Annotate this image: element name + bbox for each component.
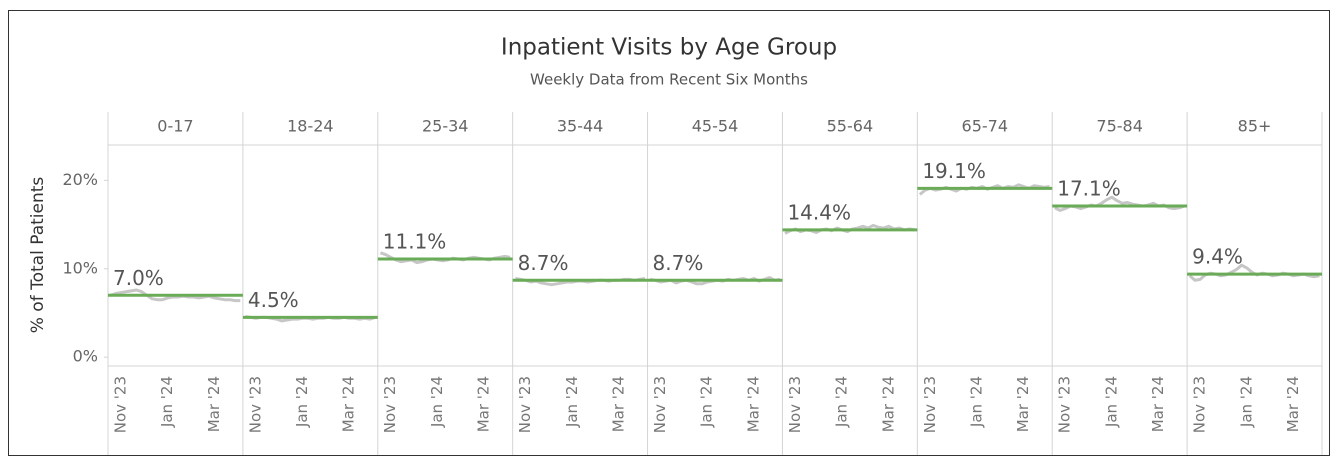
panel-header: 75-84 <box>1096 117 1143 136</box>
panel-header: 45-54 <box>692 117 739 136</box>
x-tick-label: Jan '24 <box>833 376 851 428</box>
x-tick-label: Mar '24 <box>475 376 493 432</box>
weekly-line <box>110 288 241 303</box>
panel-header: 18-24 <box>287 117 334 136</box>
panel-header: 25-34 <box>422 117 469 136</box>
x-tick-label: Mar '24 <box>610 376 628 432</box>
x-tick-label: Mar '24 <box>744 376 762 432</box>
y-tick-label: 10% <box>62 258 98 277</box>
x-tick-label: Jan '24 <box>698 376 716 428</box>
mean-label: 17.1% <box>1057 176 1121 200</box>
panel-header: 35-44 <box>557 117 604 136</box>
x-tick-label: Jan '24 <box>968 376 986 428</box>
mean-label: 8.7% <box>518 251 569 275</box>
x-tick-label: Jan '24 <box>563 376 581 428</box>
x-tick-label: Jan '24 <box>428 376 446 428</box>
mean-label: 4.5% <box>248 288 299 312</box>
y-axis-label: % of Total Patients <box>28 177 48 334</box>
mean-label: 11.1% <box>383 230 447 254</box>
mean-label: 8.7% <box>653 251 704 275</box>
panel-header: 85+ <box>1238 117 1272 136</box>
panel-header: 0-17 <box>157 117 193 136</box>
x-tick-label: Mar '24 <box>340 376 358 432</box>
chart-title: Inpatient Visits by Age Group <box>501 35 837 61</box>
x-tick-label: Nov '23 <box>921 376 939 433</box>
x-tick-label: Nov '23 <box>1056 376 1074 433</box>
x-tick-label: Jan '24 <box>1237 376 1255 428</box>
x-tick-label: Nov '23 <box>1191 376 1209 433</box>
mean-label: 9.4% <box>1192 245 1243 269</box>
x-tick-label: Mar '24 <box>1284 376 1302 432</box>
x-tick-label: Nov '23 <box>246 376 264 433</box>
x-tick-label: Nov '23 <box>381 376 399 433</box>
mean-label: 19.1% <box>922 159 986 183</box>
frame <box>8 10 1330 456</box>
x-tick-label: Jan '24 <box>293 376 311 428</box>
x-tick-label: Mar '24 <box>205 376 223 432</box>
x-tick-label: Mar '24 <box>1149 376 1167 432</box>
mean-label: 14.4% <box>787 200 851 224</box>
x-tick-label: Mar '24 <box>1014 376 1032 432</box>
x-tick-label: Nov '23 <box>786 376 804 433</box>
panel-header: 55-64 <box>827 117 874 136</box>
panel-header: 65-74 <box>962 117 1009 136</box>
x-tick-label: Jan '24 <box>1102 376 1120 428</box>
x-tick-label: Nov '23 <box>516 376 534 433</box>
x-tick-label: Jan '24 <box>158 376 176 428</box>
x-tick-label: Mar '24 <box>879 376 897 432</box>
y-tick-label: 0% <box>73 347 98 366</box>
x-tick-label: Nov '23 <box>112 376 130 433</box>
chart-subtitle: Weekly Data from Recent Six Months <box>530 71 808 89</box>
mean-label: 7.0% <box>113 266 164 290</box>
x-tick-label: Nov '23 <box>651 376 669 433</box>
y-tick-label: 20% <box>62 170 98 189</box>
